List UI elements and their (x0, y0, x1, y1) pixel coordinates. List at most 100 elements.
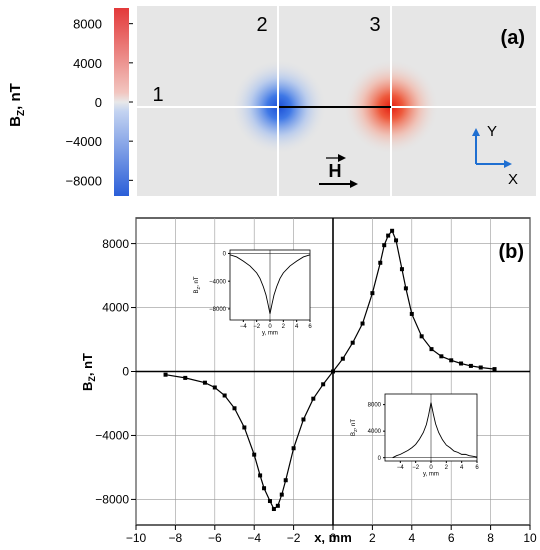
inset-lower-y-tick-label: 4000 (368, 429, 382, 435)
inset-upper-y-tick-label: 0 (223, 252, 227, 258)
panel-b-label: (b) (498, 241, 524, 263)
inset-lower-right: −4 −2 0 2 4 6 0 4000 8000 y, mm BZ, nT (351, 393, 479, 478)
field-direction-indicator: H (319, 154, 358, 188)
main-y-tick-label: 4000 (102, 301, 129, 315)
main-data-point (331, 369, 335, 374)
field-map-background (137, 6, 536, 196)
main-data-point (370, 291, 375, 296)
inset-lower-y-tick-label: 0 (378, 456, 382, 462)
main-data-point (258, 473, 263, 478)
x-axis-letter: X (508, 171, 518, 188)
main-data-point (360, 321, 365, 326)
main-y-tick-label: −4000 (95, 429, 129, 443)
main-data-point (183, 375, 188, 380)
colorbar-ticks: 8000 4000 0 −4000 −8000 (65, 17, 133, 188)
inset-lower-y-axis-label: BZ, nT (351, 419, 358, 436)
main-data-point (478, 365, 483, 370)
inset-upper-series-line (229, 254, 311, 314)
main-data-point (390, 228, 395, 233)
main-data-point (271, 507, 276, 512)
main-data-point (267, 499, 272, 504)
main-data-point (321, 382, 326, 387)
inset-upper-x-tick-label: 2 (282, 324, 286, 330)
line-marker-2: 2 (256, 14, 267, 36)
inset-upper-x-axis-label: y, mm (262, 331, 278, 337)
panel-b: BZ, nT −10 −8 −6 −4 −2 0 2 4 6 8 10−8000−400004000… (80, 217, 537, 545)
main-data-point (232, 406, 237, 411)
main-data-point (449, 358, 454, 363)
main-data-point (399, 267, 404, 272)
main-data-point (429, 347, 434, 352)
main-data-point (163, 372, 168, 377)
inset-upper-x-tick-label: 0 (268, 324, 272, 330)
line-marker-3: 3 (369, 14, 380, 36)
colorbar-axis-label: BZ, nT (7, 83, 27, 127)
main-data-point (382, 243, 387, 248)
main-data-point (492, 367, 497, 372)
inset-upper-x-tick-label: 4 (295, 324, 299, 330)
inset-upper-x-tick-label: −2 (253, 324, 261, 330)
main-data-point (262, 486, 267, 491)
main-data-point (222, 393, 227, 398)
inset-lower-x-tick-label: −4 (397, 465, 405, 471)
line-marker-1: 1 (152, 84, 163, 106)
main-y-tick-label: 8000 (102, 237, 129, 251)
main-data-point (439, 354, 444, 359)
main-series-trace (165, 229, 495, 510)
main-data-point (291, 446, 296, 451)
main-x-tick-label: 6 (448, 531, 455, 545)
main-data-point (403, 286, 408, 291)
main-x-tick-label: 2 (369, 531, 376, 545)
colorbar-tick-label: −8000 (65, 173, 102, 188)
main-data-point (378, 260, 383, 265)
main-y-tick-label: 0 (122, 365, 129, 379)
main-y-tick-label: −8000 (95, 493, 129, 507)
inset-lower-x-tick-label: 4 (460, 465, 464, 471)
field-symbol: H (329, 161, 342, 181)
main-data-point (242, 425, 247, 430)
inset-lower-x-axis-label: y, mm (423, 472, 439, 478)
main-x-tick-label: 0 (330, 531, 337, 545)
main-x-axis-label: x, mm (314, 530, 352, 545)
main-x-tick-label: −2 (287, 531, 301, 545)
main-data-point (419, 334, 424, 339)
main-data-point (350, 340, 355, 345)
main-x-tick-label: 8 (487, 531, 494, 545)
inset-lower-x-tick-label: 6 (475, 465, 479, 471)
main-data-point (468, 363, 473, 368)
colorbar-tick-label: 4000 (73, 56, 102, 71)
main-x-tick-label: −10 (126, 531, 147, 545)
colorbar-tick-label: 0 (95, 95, 102, 110)
main-x-tick-label: 4 (408, 531, 415, 545)
main-data-point (394, 238, 399, 243)
main-data-point (275, 503, 280, 508)
inset-upper-left: −4 −2 0 2 4 6 0 −4000 −8000 y, mm BZ, nT (194, 249, 312, 337)
main-data-point (386, 233, 391, 238)
main-data-point (340, 356, 345, 361)
colorbar (114, 8, 129, 196)
inset-upper-x-tick-label: −4 (240, 324, 248, 330)
inset-lower-x-tick-label: 2 (445, 465, 449, 471)
main-data-point (283, 478, 288, 483)
main-x-tick-label: −4 (247, 531, 261, 545)
inset-lower-x-tick-label: −2 (412, 465, 420, 471)
inset-upper-x-tick-label: 6 (308, 324, 312, 330)
inset-lower-x-tick-label: 0 (429, 465, 433, 471)
main-x-tick-label: 10 (523, 531, 537, 545)
main-data-point (301, 417, 306, 422)
main-data-point (202, 380, 207, 385)
xy-axes-legend: Y X (472, 123, 518, 188)
main-data-point (279, 492, 284, 497)
panel-a-label: (a) (501, 27, 525, 49)
main-data-point (252, 452, 257, 457)
main-data-point (409, 311, 414, 316)
panel-a: BZ, nT 8000 4000 0 −4000 −8000 1 2 3 (a) H Y… (7, 6, 536, 196)
colorbar-tick-label: 8000 (73, 17, 102, 32)
inset-lower-series-line (392, 402, 478, 459)
inset-upper-y-tick-label: −8000 (209, 307, 227, 313)
colorbar-tick-label: −4000 (65, 134, 102, 149)
main-data-point (212, 385, 217, 390)
inset-lower-y-tick-label: 8000 (368, 403, 382, 409)
